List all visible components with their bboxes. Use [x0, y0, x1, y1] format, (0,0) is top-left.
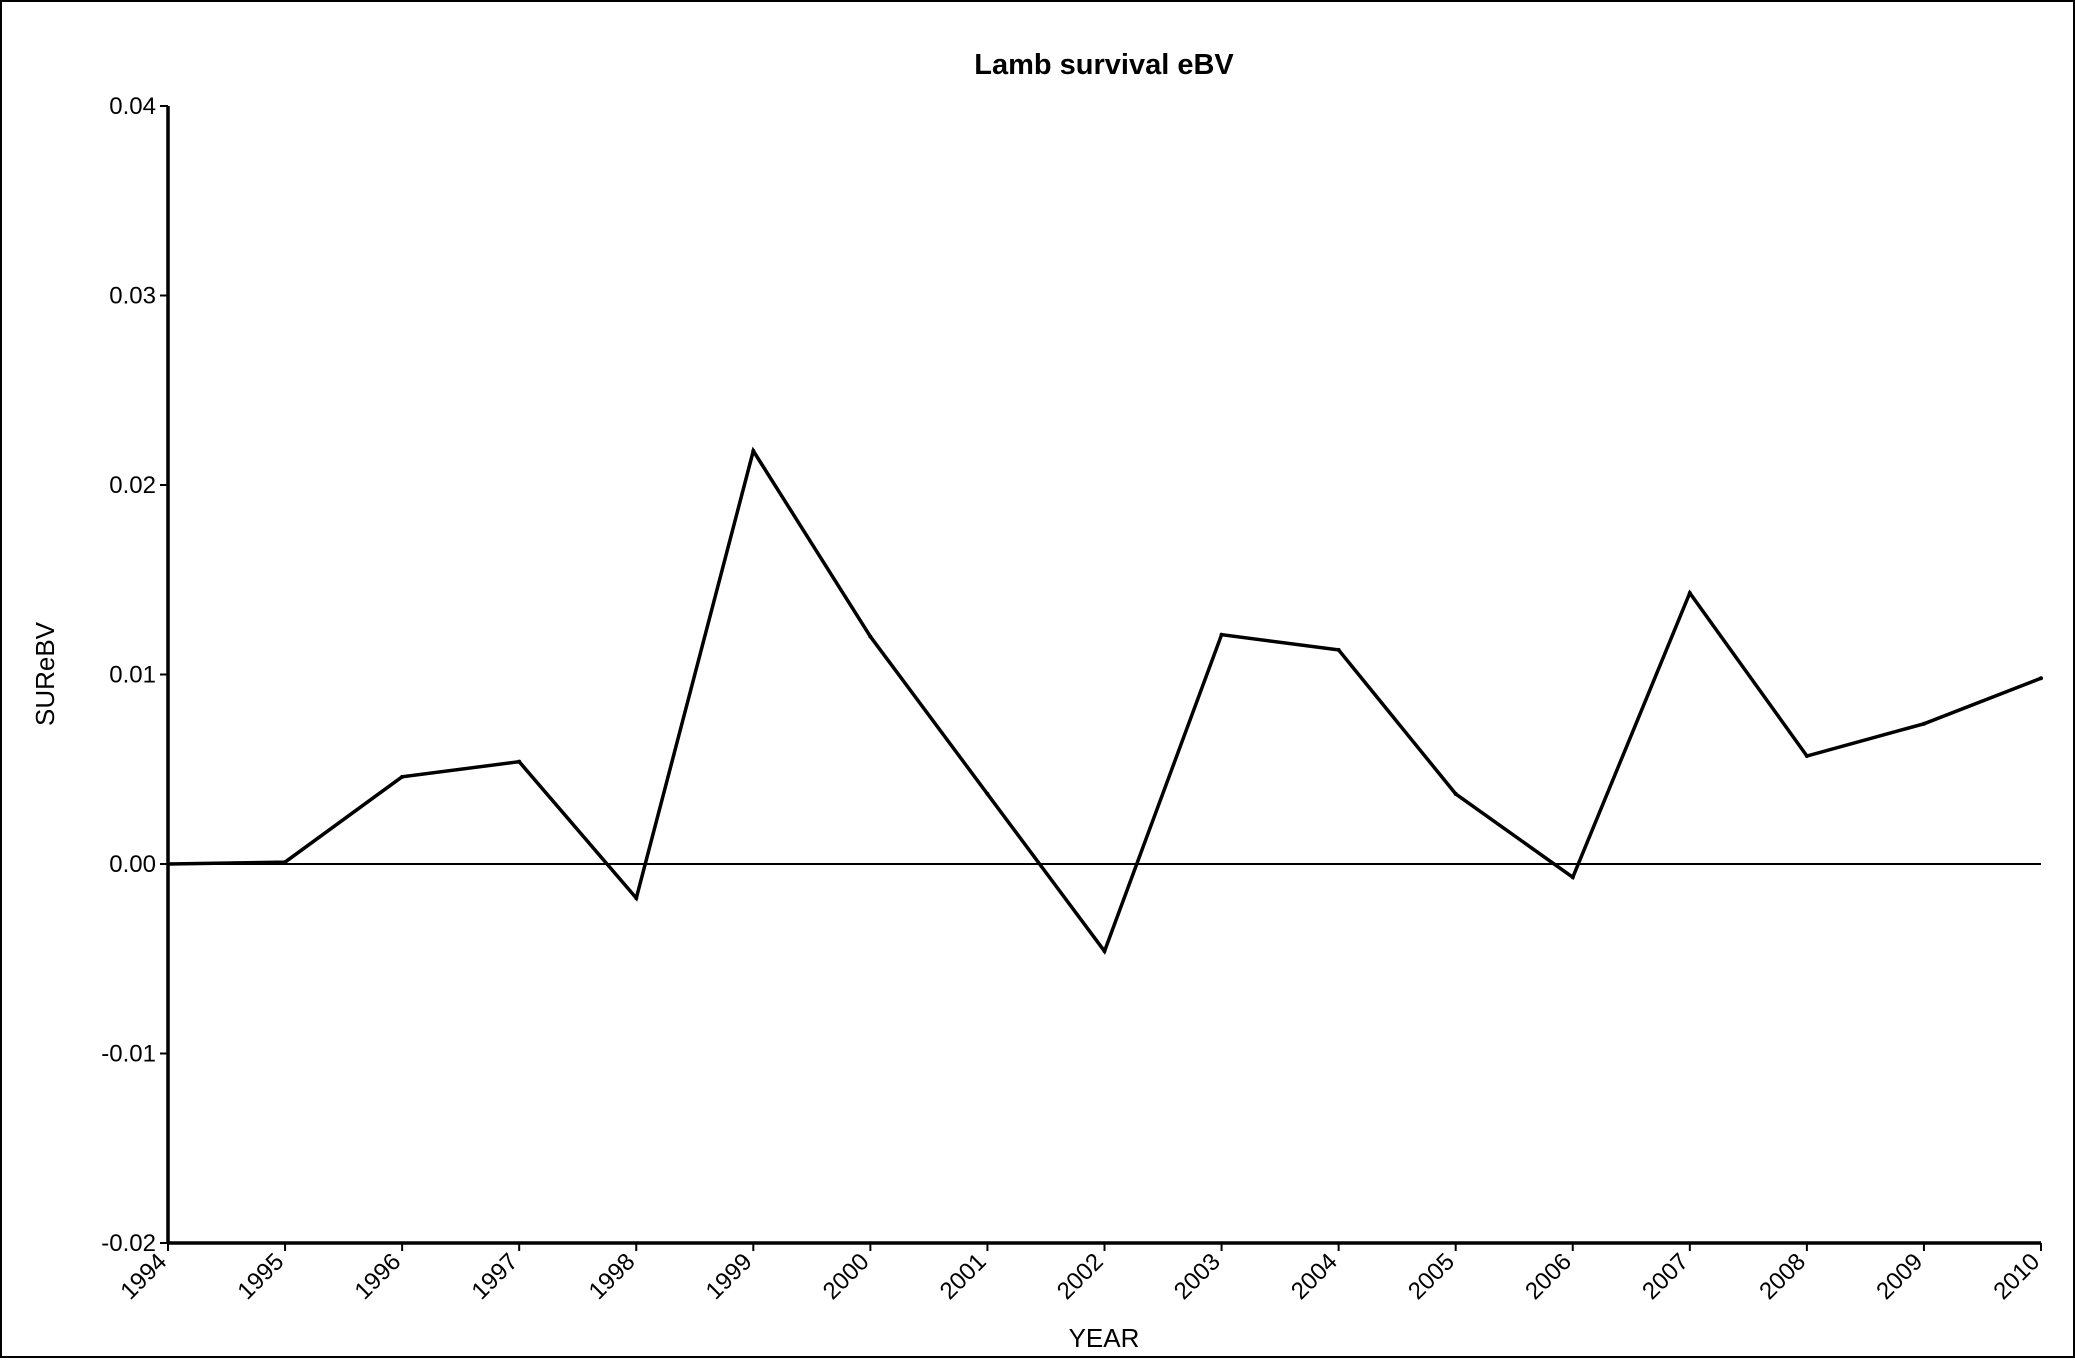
- data-point: [1453, 791, 1458, 796]
- x-tick-label: 2003: [1169, 1248, 1226, 1305]
- x-tick-label: 2004: [1286, 1248, 1343, 1305]
- x-tick-label: 1995: [232, 1248, 289, 1305]
- x-tick-label: 1998: [584, 1248, 641, 1305]
- data-point: [985, 791, 990, 796]
- y-tick-label: -0.01: [101, 1041, 156, 1068]
- data-point: [1102, 949, 1107, 954]
- data-point: [283, 860, 288, 865]
- x-tick-label: 2007: [1637, 1248, 1694, 1305]
- x-tick-label: 2010: [1988, 1248, 2045, 1305]
- data-point: [868, 634, 873, 639]
- data-point: [400, 774, 405, 779]
- data-point: [166, 862, 170, 866]
- y-tick-label: 0.01: [109, 662, 156, 689]
- y-tick-label: 0.02: [109, 472, 156, 499]
- y-tick-label: -0.02: [101, 1230, 156, 1257]
- x-axis-ticks: 1994 1995 1996 1997 1998 1999 2000 2001 2002 2003…: [115, 1243, 2045, 1305]
- data-points: [166, 448, 2043, 954]
- x-tick-label: 1997: [467, 1248, 524, 1305]
- chart-title: Lamb survival eBV: [974, 49, 1234, 81]
- data-point: [2039, 676, 2043, 681]
- x-tick-label: 2001: [935, 1248, 992, 1305]
- data-point: [1570, 875, 1575, 880]
- x-tick-label: 2009: [1871, 1248, 1928, 1305]
- y-tick-label: 0.03: [109, 283, 156, 310]
- x-tick-label: 2002: [1052, 1248, 1109, 1305]
- data-point: [1219, 632, 1224, 637]
- data-point: [751, 448, 756, 453]
- data-point: [1804, 753, 1809, 758]
- y-tick-label: 0.00: [109, 851, 156, 878]
- data-point: [1336, 647, 1341, 652]
- data-point: [1687, 591, 1692, 596]
- data-point: [634, 896, 639, 901]
- x-axis-label: YEAR: [1069, 1323, 1140, 1353]
- x-tick-label: 1996: [350, 1248, 407, 1305]
- y-axis-ticks: -0.02 -0.01 0.00 0.01 0.02 0.03 0.04: [101, 93, 168, 1257]
- x-tick-label: 2008: [1754, 1248, 1811, 1305]
- y-axis-label: SUReBV: [30, 621, 60, 726]
- x-tick-label: 2006: [1520, 1248, 1577, 1305]
- y-tick-label: 0.04: [109, 93, 156, 120]
- series-line: [167, 446, 2042, 955]
- x-tick-label: 1999: [701, 1248, 758, 1305]
- x-tick-label: 2000: [818, 1248, 875, 1305]
- data-point: [517, 759, 522, 764]
- data-point: [1921, 721, 1926, 726]
- x-tick-label: 2005: [1403, 1248, 1460, 1305]
